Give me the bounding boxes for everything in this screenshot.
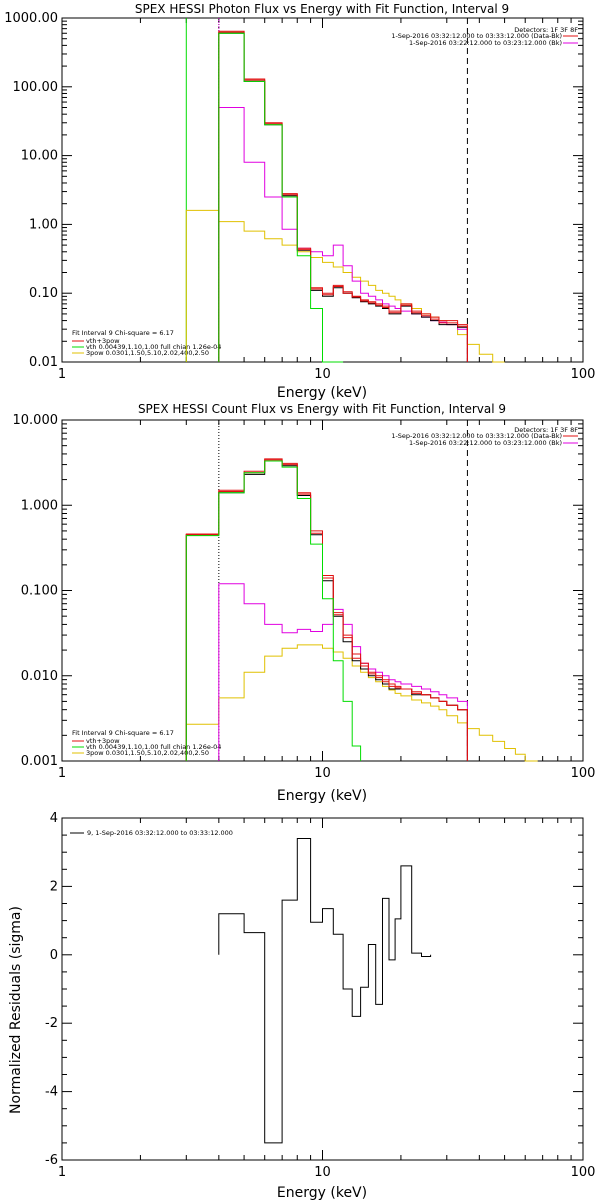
series-5-line bbox=[185, 209, 505, 363]
photon-flux-legend: Detectors: 1F 3F 8F 1-Sep-2016 03:32:12.… bbox=[72, 26, 578, 357]
residuals-xlabel: Energy (keV) bbox=[277, 1185, 367, 1200]
series-0-line bbox=[218, 32, 468, 362]
count-flux-legend: Detectors: 1F 3F 8F 1-Sep-2016 03:32:12.… bbox=[72, 426, 578, 757]
series-0-line bbox=[218, 838, 432, 1144]
y-tick-label: 1000.00 bbox=[4, 11, 58, 26]
series-2-line bbox=[218, 583, 468, 761]
y-tick-label: 10.00 bbox=[21, 149, 58, 164]
y-tick-label: 0.010 bbox=[21, 669, 58, 684]
count-detectors-label: Detectors: 1F 3F 8F bbox=[514, 426, 578, 434]
residuals-legend: 9, 1-Sep-2016 03:32:12.000 to 03:33:12.0… bbox=[70, 829, 233, 837]
photon-legend-vth: vth 0.00439,1.10,1.00 full chian 1.26e-0… bbox=[86, 343, 221, 351]
x-tick-label: 100 bbox=[571, 367, 596, 382]
count-legend-3pow: 3pow 0.0301,1.50,5.10,2.02,400,2.50 bbox=[86, 749, 209, 757]
count-legend-data-bk: 1-Sep-2016 03:32:12.000 to 03:33:12.000 … bbox=[391, 432, 562, 440]
count-legend-vth3pow: vth+3pow bbox=[86, 737, 120, 745]
count-fit-label: Fit Interval 9 Chi-square = 6.17 bbox=[72, 729, 174, 737]
y-tick-label: 0.10 bbox=[29, 286, 58, 301]
residuals-panel: Energy (keV) Normalized Residuals (sigma… bbox=[8, 811, 595, 1200]
series-0-line bbox=[185, 460, 468, 761]
photon-legend-3pow: 3pow 0.0301,1.50,5.10,2.02,400,2.50 bbox=[86, 349, 209, 357]
x-tick-label: 1 bbox=[58, 1165, 66, 1180]
series-1-line bbox=[185, 458, 468, 761]
y-tick-label: 4 bbox=[50, 811, 58, 826]
series-4-line bbox=[218, 32, 344, 363]
y-tick-label: 2 bbox=[50, 879, 58, 894]
y-tick-label: 0.001 bbox=[21, 754, 58, 769]
photon-detectors-label: Detectors: 1F 3F 8F bbox=[514, 26, 578, 34]
x-tick-label: 10 bbox=[314, 766, 331, 781]
count-legend-bk: 1-Sep-2016 03:22:12.000 to 03:23:12.000 … bbox=[409, 439, 562, 447]
x-tick-label: 10 bbox=[314, 1165, 331, 1180]
y-tick-label: 100.00 bbox=[13, 80, 59, 95]
photon-flux-xlabel: Energy (keV) bbox=[277, 385, 367, 401]
photon-legend-vth3pow: vth+3pow bbox=[86, 337, 120, 345]
residuals-ylabel: Normalized Residuals (sigma) bbox=[8, 906, 24, 1114]
series-3-line bbox=[218, 31, 468, 362]
photon-flux-panel: SPEX HESSI Photon Flux vs Energy with Fi… bbox=[4, 2, 595, 401]
residuals-legend-label: 9, 1-Sep-2016 03:32:12.000 to 03:33:12.0… bbox=[87, 829, 233, 837]
photon-legend-data-bk: 1-Sep-2016 03:32:12.000 to 03:33:12.000 … bbox=[391, 32, 562, 40]
x-tick-label: 1 bbox=[58, 367, 66, 382]
y-tick-label: 0.100 bbox=[21, 584, 58, 599]
photon-flux-title: SPEX HESSI Photon Flux vs Energy with Fi… bbox=[135, 2, 509, 16]
count-flux-xlabel: Energy (keV) bbox=[277, 788, 367, 804]
series-3-line bbox=[185, 459, 468, 761]
x-tick-label: 10 bbox=[314, 367, 331, 382]
plot-frame bbox=[61, 817, 584, 1161]
series-5-line bbox=[185, 644, 538, 762]
photon-legend-bk: 1-Sep-2016 03:22:12.000 to 03:23:12.000 … bbox=[409, 39, 562, 47]
series-2-line bbox=[218, 107, 468, 362]
y-tick-label: 0 bbox=[50, 948, 58, 963]
y-tick-label: -4 bbox=[45, 1085, 58, 1100]
count-flux-title: SPEX HESSI Count Flux vs Energy with Fit… bbox=[138, 402, 506, 416]
photon-fit-label: Fit Interval 9 Chi-square = 6.17 bbox=[72, 329, 174, 337]
y-tick-label: 1.00 bbox=[29, 217, 58, 232]
x-tick-label: 100 bbox=[571, 766, 596, 781]
x-tick-label: 100 bbox=[571, 1165, 596, 1180]
count-legend-vth: vth 0.00439,1.10,1.00 full chian 1.26e-0… bbox=[86, 743, 221, 751]
y-tick-label: 1.000 bbox=[21, 498, 58, 513]
series-4-line bbox=[185, 460, 362, 761]
x-tick-label: 1 bbox=[58, 766, 66, 781]
y-tick-label: 0.01 bbox=[29, 355, 58, 370]
y-tick-label: -6 bbox=[45, 1153, 58, 1168]
y-tick-label: 10.000 bbox=[13, 413, 59, 428]
count-flux-panel: SPEX HESSI Count Flux vs Energy with Fit… bbox=[13, 402, 596, 804]
y-tick-label: -2 bbox=[45, 1016, 58, 1031]
